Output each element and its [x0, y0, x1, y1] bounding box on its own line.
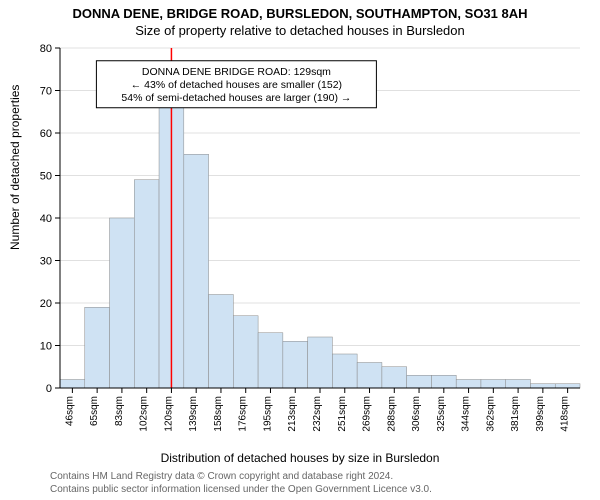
svg-text:213sqm: 213sqm — [287, 396, 298, 432]
svg-text:269sqm: 269sqm — [362, 396, 373, 432]
histogram-bar — [308, 337, 333, 388]
histogram-bar — [283, 341, 308, 388]
histogram-bar — [184, 154, 209, 388]
svg-text:344sqm: 344sqm — [461, 396, 472, 432]
svg-text:0: 0 — [46, 383, 52, 395]
svg-text:46sqm: 46sqm — [64, 396, 75, 426]
svg-text:80: 80 — [40, 43, 52, 55]
svg-text:40: 40 — [40, 213, 52, 225]
histogram-bar — [382, 367, 407, 388]
svg-text:139sqm: 139sqm — [188, 396, 199, 432]
histogram-bar — [233, 316, 258, 388]
svg-text:10: 10 — [40, 341, 52, 353]
histogram-bar — [209, 295, 234, 389]
title-sub: Size of property relative to detached ho… — [0, 21, 600, 38]
svg-text:60: 60 — [40, 128, 52, 140]
histogram-bar — [258, 333, 283, 388]
histogram-bar — [85, 307, 110, 388]
x-axis-label: Distribution of detached houses by size … — [0, 451, 600, 465]
svg-text:158sqm: 158sqm — [213, 396, 224, 432]
histogram-bar — [506, 380, 531, 389]
histogram-bar — [60, 380, 85, 389]
annotation-line: DONNA DENE BRIDGE ROAD: 129sqm — [142, 66, 331, 78]
histogram-bar — [332, 354, 357, 388]
annotation-line: 54% of semi-detached houses are larger (… — [121, 92, 351, 104]
y-axis-label: Number of detached properties — [8, 85, 22, 250]
histogram-bar — [357, 363, 382, 389]
svg-text:176sqm: 176sqm — [238, 396, 249, 432]
svg-text:195sqm: 195sqm — [262, 396, 273, 432]
svg-text:418sqm: 418sqm — [560, 396, 571, 432]
histogram-bar — [407, 375, 432, 388]
svg-text:325sqm: 325sqm — [436, 396, 447, 432]
svg-text:251sqm: 251sqm — [337, 396, 348, 432]
svg-text:30: 30 — [40, 256, 52, 268]
svg-text:83sqm: 83sqm — [114, 396, 125, 426]
svg-text:399sqm: 399sqm — [535, 396, 546, 432]
svg-text:362sqm: 362sqm — [485, 396, 496, 432]
histogram-bar — [431, 375, 456, 388]
svg-text:232sqm: 232sqm — [312, 396, 323, 432]
chart-area: 0102030405060708046sqm65sqm83sqm102sqm12… — [60, 48, 580, 388]
svg-text:288sqm: 288sqm — [386, 396, 397, 432]
svg-text:50: 50 — [40, 171, 52, 183]
histogram-bar — [555, 384, 580, 388]
license-text: Contains HM Land Registry data © Crown c… — [50, 470, 432, 496]
svg-text:306sqm: 306sqm — [411, 396, 422, 432]
svg-text:65sqm: 65sqm — [89, 396, 100, 426]
histogram-bar — [134, 180, 159, 388]
svg-text:102sqm: 102sqm — [139, 396, 150, 432]
svg-text:120sqm: 120sqm — [163, 396, 174, 432]
svg-text:381sqm: 381sqm — [510, 396, 521, 432]
histogram-bar — [530, 384, 555, 388]
svg-text:20: 20 — [40, 298, 52, 310]
histogram-bar — [456, 380, 481, 389]
svg-text:70: 70 — [40, 86, 52, 98]
annotation-line: ← 43% of detached houses are smaller (15… — [131, 79, 342, 91]
histogram-bar — [110, 218, 135, 388]
histogram-bar — [481, 380, 506, 389]
title-main: DONNA DENE, BRIDGE ROAD, BURSLEDON, SOUT… — [0, 0, 600, 21]
